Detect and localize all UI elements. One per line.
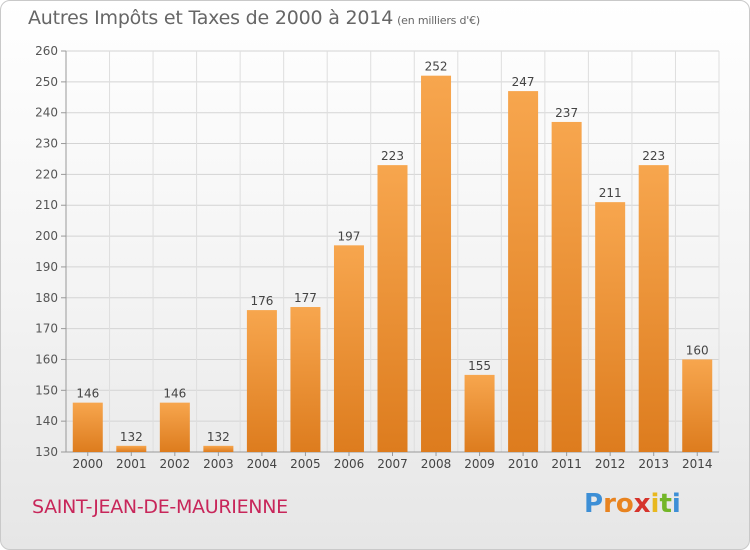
y-tick-label: 140 (35, 414, 58, 428)
x-tick-label: 2009 (464, 457, 495, 471)
y-tick-label: 150 (35, 383, 58, 397)
chart-title-text: Autres Impôts et Taxes de 2000 à 2014 (28, 7, 394, 29)
bar-2009 (464, 374, 495, 452)
bar-2001 (116, 445, 147, 452)
data-label: 223 (642, 149, 665, 163)
bars (72, 75, 713, 452)
data-label: 146 (163, 387, 186, 401)
bar-2013 (638, 165, 669, 452)
data-label: 247 (512, 75, 535, 89)
labels: 2000 146 2001 132 2002 146 2003 132 2004 176 2005 1… (72, 60, 712, 471)
bar-2006 (333, 245, 364, 452)
y-tick-label: 220 (35, 167, 58, 181)
data-label: 211 (599, 186, 622, 200)
data-label: 223 (381, 149, 404, 163)
x-tick-label: 2012 (595, 457, 626, 471)
logo-letter: o (615, 489, 634, 519)
x-tick-label: 2006 (334, 457, 365, 471)
y-tick-label: 130 (35, 445, 58, 459)
data-label: 160 (686, 343, 709, 357)
x-tick-label: 2001 (116, 457, 147, 471)
data-label: 197 (338, 229, 361, 243)
proxiti-logo: Proxiti (584, 489, 681, 519)
y-tick-label: 170 (35, 322, 58, 336)
logo-letter: t (659, 489, 672, 519)
bar-2014 (682, 359, 713, 452)
x-tick-label: 2007 (377, 457, 408, 471)
logo-letter: i (650, 489, 660, 519)
y-tick-label: 200 (35, 229, 58, 243)
bar-2007 (377, 165, 408, 452)
data-label: 176 (250, 294, 273, 308)
x-tick-label: 2003 (203, 457, 234, 471)
data-label: 177 (294, 291, 317, 305)
logo-letter: x (633, 489, 651, 519)
y-tick-label: 160 (35, 352, 58, 366)
y-tick-label: 230 (35, 137, 58, 151)
y-tick-label: 210 (35, 198, 58, 212)
logo-letter: P (584, 489, 604, 519)
x-tick-label: 2011 (551, 457, 582, 471)
x-tick-label: 2008 (421, 457, 452, 471)
y-tick-label: 260 (35, 44, 58, 58)
logo-letter: i (671, 489, 681, 519)
logo-letter: r (603, 489, 616, 519)
data-label: 155 (468, 359, 491, 373)
bar-2004 (246, 310, 277, 452)
commune-name: SAINT-JEAN-DE-MAURIENNE (32, 496, 288, 518)
x-tick-label: 2000 (72, 457, 103, 471)
bar-2008 (421, 75, 452, 452)
x-tick-label: 2014 (682, 457, 713, 471)
data-label: 252 (425, 60, 448, 74)
data-label: 132 (120, 430, 143, 444)
y-tick-label: 190 (35, 260, 58, 274)
bar-2002 (159, 402, 190, 452)
x-tick-label: 2005 (290, 457, 321, 471)
bar-2003 (203, 445, 234, 452)
bar-2000 (72, 402, 103, 452)
chart-title: Autres Impôts et Taxes de 2000 à 2014 (en… (28, 7, 480, 29)
data-label: 237 (555, 106, 578, 120)
bar-2012 (595, 202, 626, 452)
x-tick-label: 2002 (160, 457, 191, 471)
y-tick-label: 180 (35, 291, 58, 305)
x-tick-label: 2010 (508, 457, 539, 471)
bar-2011 (551, 121, 582, 452)
bar-2005 (290, 307, 321, 452)
x-tick-label: 2013 (638, 457, 669, 471)
y-tick-label: 250 (35, 75, 58, 89)
y-tick-label: 240 (35, 106, 58, 120)
chart-unit: (en milliers d'€) (397, 14, 480, 27)
data-label: 146 (76, 387, 99, 401)
x-tick-label: 2004 (247, 457, 278, 471)
bar-2010 (508, 91, 539, 452)
data-label: 132 (207, 430, 230, 444)
